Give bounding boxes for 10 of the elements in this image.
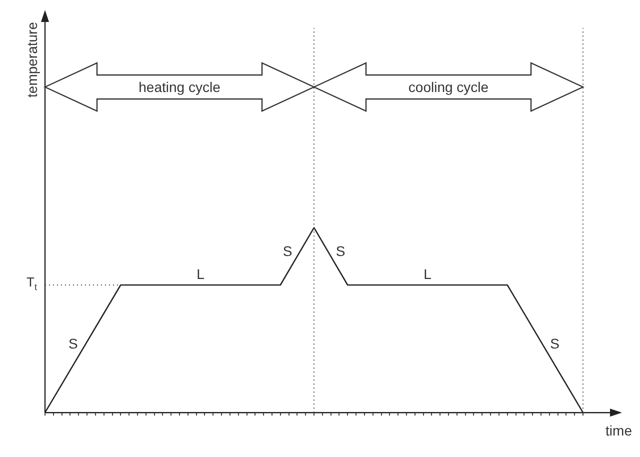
- text: temperature: [24, 22, 40, 98]
- text: heating cycle: [138, 79, 221, 95]
- annotation: L: [196, 266, 205, 282]
- annotation: S: [336, 243, 346, 260]
- text: cooling cycle: [408, 79, 489, 95]
- x-axis-title: time: [606, 422, 632, 438]
- annotation: S: [550, 336, 560, 352]
- annotation: S: [68, 336, 78, 352]
- annotation: S: [282, 243, 292, 260]
- annotation: L: [424, 266, 432, 282]
